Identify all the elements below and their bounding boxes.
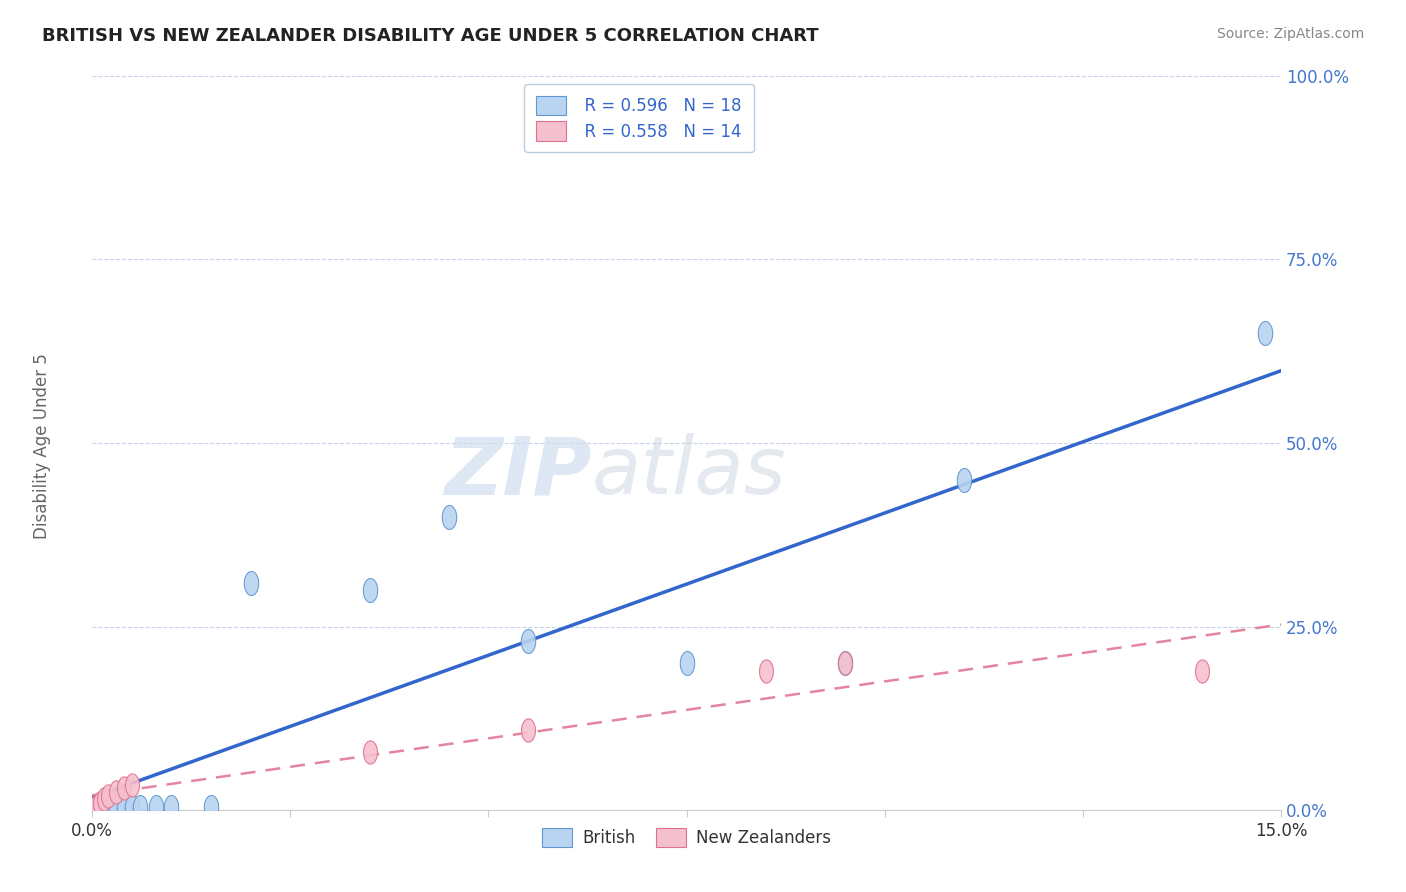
- Point: [953, 473, 976, 487]
- Point: [93, 800, 115, 814]
- Point: [128, 800, 150, 814]
- Point: [200, 800, 222, 814]
- Point: [93, 792, 115, 806]
- Point: [97, 789, 120, 803]
- Point: [1254, 326, 1277, 340]
- Point: [89, 796, 111, 810]
- Point: [359, 582, 381, 597]
- Point: [121, 778, 143, 792]
- Text: atlas: atlas: [592, 434, 786, 511]
- Text: Disability Age Under 5: Disability Age Under 5: [34, 353, 51, 539]
- Point: [112, 781, 135, 796]
- Point: [104, 785, 127, 799]
- Point: [675, 657, 697, 671]
- Text: ZIP: ZIP: [444, 434, 592, 511]
- Point: [517, 634, 540, 648]
- Point: [834, 657, 856, 671]
- Point: [160, 800, 183, 814]
- Text: Source: ZipAtlas.com: Source: ZipAtlas.com: [1216, 27, 1364, 41]
- Point: [112, 800, 135, 814]
- Legend: British, New Zealanders: British, New Zealanders: [536, 821, 838, 854]
- Point: [1191, 664, 1213, 678]
- Text: BRITISH VS NEW ZEALANDER DISABILITY AGE UNDER 5 CORRELATION CHART: BRITISH VS NEW ZEALANDER DISABILITY AGE …: [42, 27, 818, 45]
- Point: [104, 800, 127, 814]
- Point: [84, 800, 107, 814]
- Point: [89, 800, 111, 814]
- Point: [145, 800, 167, 814]
- Point: [755, 664, 778, 678]
- Point: [517, 723, 540, 737]
- Point: [97, 800, 120, 814]
- Point: [437, 509, 460, 524]
- Point: [834, 657, 856, 671]
- Point: [121, 800, 143, 814]
- Point: [359, 745, 381, 759]
- Point: [239, 575, 262, 590]
